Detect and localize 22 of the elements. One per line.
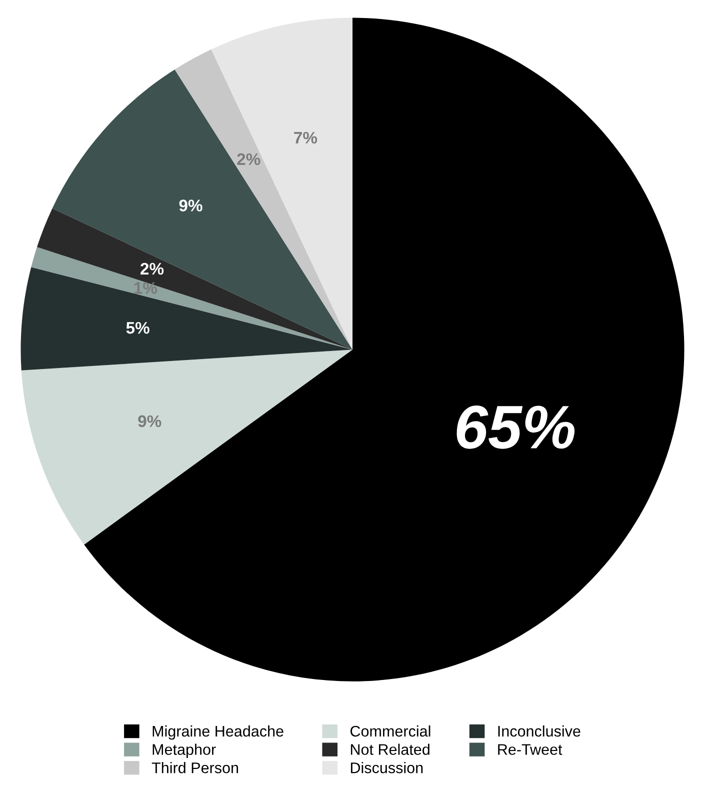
legend-label: Migraine Headache (152, 725, 284, 740)
pie-slice (21, 350, 352, 545)
data-label: 5% (126, 322, 150, 334)
legend-label: Re-Tweet (498, 744, 562, 755)
legend-label: Commercial (350, 725, 430, 737)
data-label: 2% (237, 153, 260, 166)
data-label: 9% (138, 415, 162, 428)
pie-slice (211, 18, 352, 350)
legend-label: Inconclusive (498, 725, 580, 737)
legend-label: Not Related (350, 744, 430, 755)
pie-slice (174, 49, 352, 350)
pie-slice (31, 247, 352, 350)
pie-slice (84, 18, 684, 682)
data-label: 7% (294, 132, 318, 144)
legend-label: Discussion (350, 762, 423, 774)
legend-label: Metaphor (152, 744, 216, 758)
pie-slice (52, 69, 352, 350)
data-label: 65% (456, 406, 575, 449)
data-label: 2% (140, 262, 164, 275)
data-label: 1% (134, 282, 158, 294)
data-label: 9% (179, 200, 202, 212)
legend-label: Third Person (152, 762, 238, 774)
